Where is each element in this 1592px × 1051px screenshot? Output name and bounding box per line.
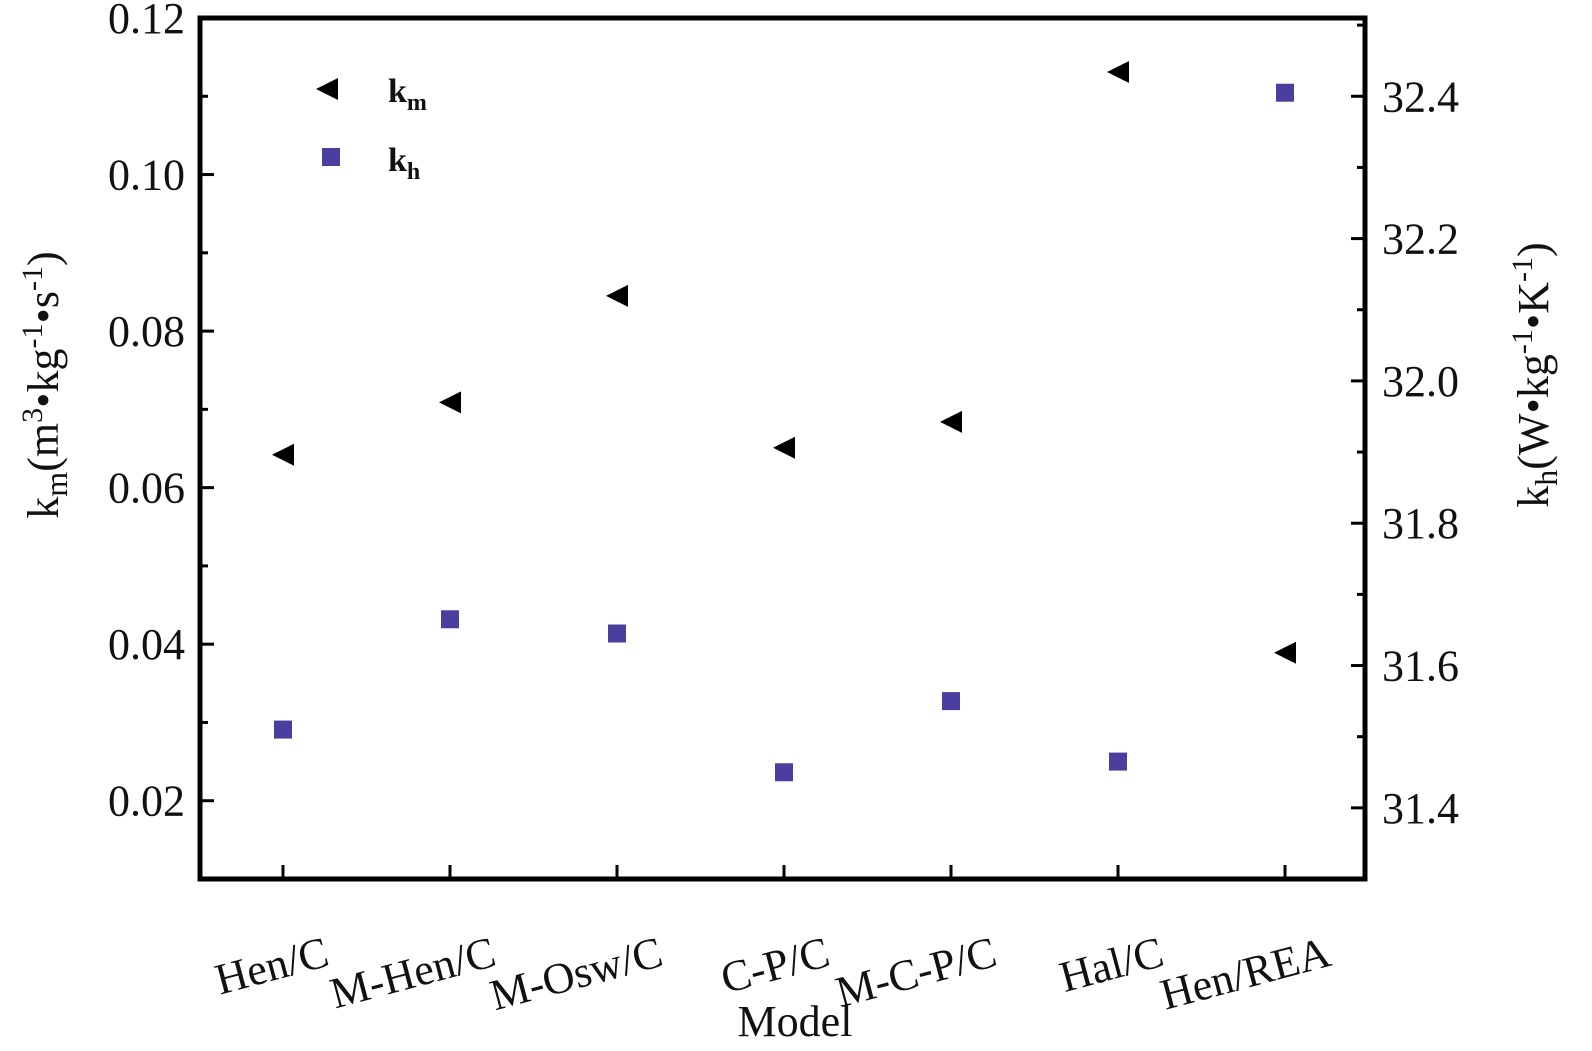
left-tick-label: 0.12 bbox=[108, 0, 185, 43]
right-tick-label: 31.6 bbox=[1382, 642, 1459, 691]
legend-marker-kh bbox=[322, 148, 340, 166]
legend: km kh bbox=[316, 73, 427, 185]
km-point bbox=[606, 284, 628, 307]
kh-point bbox=[1109, 752, 1127, 771]
kh-point bbox=[608, 624, 626, 643]
right-axis-title: kh(W•kg-1•K-1) bbox=[1506, 242, 1564, 507]
left-axis-title-tail: •s bbox=[19, 291, 68, 324]
legend-label-kh-sub: h bbox=[407, 159, 420, 185]
right-tick-label: 31.4 bbox=[1382, 784, 1459, 833]
left-axis-title: km(m3•kg-1•s-1) bbox=[16, 251, 74, 518]
right-axis-title-unit: (W•kg bbox=[1509, 354, 1558, 470]
x-tick-label: Hen/C bbox=[210, 927, 334, 1004]
legend-label-kh-base: k bbox=[388, 142, 407, 179]
left-axis-ticks: 0.02 0.04 0.06 0.08 0.10 0.12 bbox=[108, 0, 214, 881]
left-axis-title-close: ) bbox=[19, 251, 68, 266]
x-tick-label: M-C-P/C bbox=[831, 927, 1002, 1017]
left-tick-label: 0.08 bbox=[108, 307, 185, 356]
left-axis-title-sub: m bbox=[38, 472, 74, 497]
left-axis-title-sup3: -1 bbox=[16, 266, 49, 291]
left-tick-label: 0.04 bbox=[108, 620, 185, 669]
x-tick-label: Hen/REA bbox=[1155, 927, 1336, 1019]
left-axis-title-sup2: -1 bbox=[16, 324, 49, 349]
left-axis-title-base: k bbox=[19, 497, 68, 519]
km-point bbox=[940, 410, 962, 433]
left-tick-label: 0.02 bbox=[108, 777, 185, 826]
x-tick-label: C-P/C bbox=[716, 927, 835, 1003]
x-axis-title: Model bbox=[738, 997, 853, 1046]
right-axis-ticks: 31.4 31.6 31.8 32.0 32.2 32.4 bbox=[1351, 23, 1459, 833]
right-axis-title-mid: •K bbox=[1509, 282, 1558, 329]
right-tick-label: 32.2 bbox=[1382, 215, 1459, 264]
left-axis-title-unit: (m bbox=[19, 423, 68, 472]
left-axis-title-mid: •kg bbox=[19, 349, 68, 408]
km-point bbox=[773, 436, 795, 459]
kh-point bbox=[274, 720, 292, 739]
km-point bbox=[1274, 641, 1296, 664]
right-tick-label: 32.0 bbox=[1382, 357, 1459, 406]
left-tick-label: 0.10 bbox=[108, 151, 185, 200]
x-tick-label: M-Hen/C bbox=[325, 927, 501, 1018]
legend-label-kh: kh bbox=[388, 142, 420, 185]
right-tick-label: 32.4 bbox=[1382, 72, 1459, 121]
left-tick-label: 0.06 bbox=[108, 464, 185, 513]
right-axis-title-base: k bbox=[1509, 486, 1558, 508]
kh-point bbox=[942, 692, 960, 711]
right-tick-label: 31.8 bbox=[1382, 499, 1459, 548]
legend-label-km: km bbox=[388, 73, 427, 116]
data-markers bbox=[272, 61, 1296, 782]
kh-point bbox=[1276, 83, 1294, 102]
legend-label-km-base: k bbox=[388, 73, 407, 110]
km-point bbox=[439, 391, 461, 414]
right-axis-title-sup2: -1 bbox=[1506, 257, 1539, 282]
x-tick-label: M-Osw/C bbox=[485, 927, 668, 1020]
right-axis-title-sup1: -1 bbox=[1506, 329, 1539, 354]
legend-label-km-sub: m bbox=[407, 90, 427, 116]
kh-point bbox=[775, 763, 793, 782]
right-axis-title-close: ) bbox=[1509, 242, 1558, 257]
km-point bbox=[272, 443, 294, 466]
kh-point bbox=[441, 610, 459, 629]
legend-marker-km bbox=[316, 78, 338, 100]
km-point bbox=[1107, 61, 1129, 84]
left-axis-title-sup1: 3 bbox=[16, 408, 49, 423]
right-axis-title-sub: h bbox=[1528, 470, 1564, 486]
x-tick-label: Hal/C bbox=[1054, 927, 1168, 1002]
